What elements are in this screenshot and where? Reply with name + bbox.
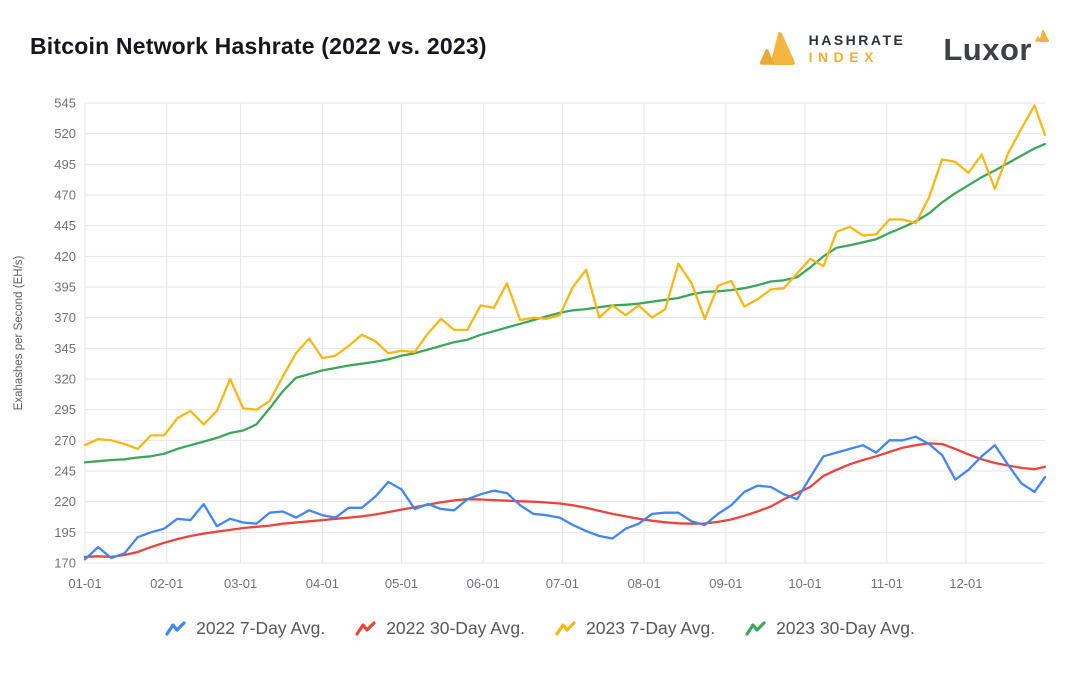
y-tick-label: 495 — [54, 157, 76, 172]
y-tick-label: 420 — [54, 249, 76, 264]
y-tick-label: 520 — [54, 126, 76, 141]
y-tick-label: 195 — [54, 525, 76, 540]
y-tick-label: 370 — [54, 310, 76, 325]
y-tick-label: 220 — [54, 494, 76, 509]
y-tick-label: 395 — [54, 280, 76, 295]
header: Bitcoin Network Hashrate (2022 vs. 2023)… — [0, 0, 1080, 95]
hashrate-line-chart: 170 195 220 245 270 295 320 345 370 395 420 445 470 4… — [13, 96, 1047, 591]
y-tick-label: 245 — [54, 464, 76, 479]
luxor-wordmark: Luxor — [943, 31, 1032, 67]
legend-zigzag-icon — [355, 620, 376, 636]
y-tick-label: 545 — [54, 96, 76, 111]
legend-item-2023-30-day-avg[interactable]: 2023 30-Day Avg. — [745, 618, 915, 639]
index-word: INDEX — [808, 49, 879, 65]
hashrate-index-logo: HASHRATE INDEX — [759, 30, 906, 68]
series-line-2023-7-day-avg — [83, 104, 1047, 451]
legend-item-2022-30-day-avg[interactable]: 2022 30-Day Avg. — [355, 618, 525, 639]
series-line-2022-30-day-avg — [83, 442, 1047, 559]
legend-zigzag-icon — [165, 620, 186, 636]
legend-label: 2022 30-Day Avg. — [386, 618, 525, 638]
x-tick-label: 03-01 — [224, 576, 257, 591]
x-tick-label: 02-01 — [150, 576, 183, 591]
legend-item-2023-7-day-avg[interactable]: 2023 7-Day Avg. — [555, 618, 715, 639]
x-tick-label: 12-01 — [949, 576, 982, 591]
brand-logos: HASHRATE INDEX Luxor — [759, 29, 1050, 68]
hashrate-word: HASHRATE — [808, 31, 906, 48]
x-tick-label: 06-01 — [467, 576, 500, 591]
legend-zigzag-icon — [745, 620, 766, 636]
y-tick-label: 445 — [54, 218, 76, 233]
luxor-mark-icon — [1035, 29, 1049, 42]
y-tick-label: 470 — [54, 188, 76, 203]
page-title: Bitcoin Network Hashrate (2022 vs. 2023) — [30, 33, 487, 59]
y-tick-label: 270 — [54, 433, 76, 448]
y-tick-label: 320 — [54, 372, 76, 387]
y-tick-label: 345 — [54, 341, 76, 356]
x-tick-label: 01-01 — [68, 576, 101, 591]
chart-area: 170 195 220 245 270 295 320 345 370 395 420 445 470 4… — [0, 95, 1080, 605]
y-axis-title: Exahashes per Second (EH/s) — [13, 255, 25, 410]
series-line-2022-7-day-avg — [83, 435, 1047, 561]
x-tick-label: 11-01 — [871, 576, 903, 591]
luxor-logo: Luxor — [943, 29, 1050, 67]
hashrate-index-mark-icon — [759, 32, 795, 65]
x-tick-label: 09-01 — [709, 576, 742, 591]
y-tick-label: 295 — [54, 402, 76, 417]
legend-label: 2023 30-Day Avg. — [776, 618, 915, 638]
x-tick-label: 07-01 — [546, 576, 579, 591]
x-tick-label: 08-01 — [627, 576, 660, 591]
chart-legend: 2022 7-Day Avg. 2022 30-Day Avg. 2023 7-Da… — [0, 618, 1080, 639]
legend-label: 2023 7-Day Avg. — [586, 618, 716, 638]
legend-label: 2022 7-Day Avg. — [196, 618, 326, 638]
x-tick-label: 05-01 — [385, 576, 418, 591]
series-line-2023-30-day-avg — [83, 142, 1047, 464]
legend-zigzag-icon — [555, 620, 576, 636]
y-tick-label: 170 — [54, 556, 76, 571]
x-tick-label: 10-01 — [788, 576, 821, 591]
hashrate-index-wordmark: HASHRATE INDEX — [809, 32, 906, 67]
legend-item-2022-7-day-avg[interactable]: 2022 7-Day Avg. — [165, 618, 325, 639]
x-tick-label: 04-01 — [306, 576, 339, 591]
